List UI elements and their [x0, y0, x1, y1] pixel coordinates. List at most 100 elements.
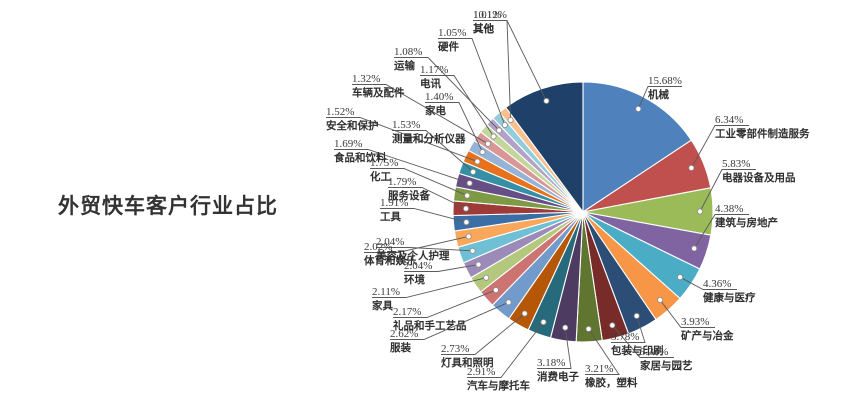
slice-percent-label: 2.02%	[364, 241, 392, 253]
slice-marker-dot	[492, 287, 499, 294]
slice-marker-dot	[691, 245, 698, 252]
slice-category-label: 其他	[473, 22, 494, 35]
pie-slice[interactable]	[505, 81, 584, 214]
leader-line	[441, 313, 525, 355]
leader-line	[473, 20, 512, 121]
slice-percent-label: 10.12%	[473, 9, 507, 21]
slice-percent-label: 2.11%	[372, 286, 400, 298]
slice-category-label: 工业零部件制造服务	[715, 127, 810, 140]
slice-marker-dot	[507, 117, 514, 124]
leader-line	[637, 86, 682, 110]
slice-marker-dot	[688, 164, 695, 171]
slice-labels-group: 15.68%机械 6.34%工业零部件制造服务 5.83%电器设备及用品 4.38%建…	[326, 9, 810, 392]
leader-line	[473, 20, 547, 102]
slice-category-label: 健康与医疗	[703, 291, 756, 304]
leader-line	[364, 235, 469, 253]
slice-percent-label: 6.34%	[715, 114, 743, 126]
slice-percent-label: 2.04%	[404, 260, 432, 272]
pie-slice[interactable]	[582, 81, 693, 214]
slice-percent-label: 15.68%	[648, 75, 682, 87]
slice-category-label: 测量和分析仪器	[392, 132, 466, 145]
slice-marker-dot	[475, 261, 482, 268]
leader-line	[393, 289, 497, 318]
slice-percent-label: 1.08%	[394, 46, 422, 58]
leader-line	[420, 75, 494, 137]
leader-line	[537, 327, 572, 369]
slice-marker-dot	[540, 319, 547, 326]
slice-percent-label: 5.83%	[722, 158, 750, 170]
pie-slices-group	[452, 81, 714, 343]
slice-percent-label: 2.17%	[393, 306, 421, 318]
slice-percent-label: 1.01%	[473, 9, 501, 21]
slice-marker-dot	[462, 205, 469, 212]
slice-category-label: 汽车与摩托车	[467, 379, 530, 392]
slice-category-label: 电讯	[420, 77, 441, 90]
slice-percent-label: 1.05%	[438, 27, 466, 39]
slice-percent-label: 1.40%	[425, 91, 453, 103]
slice-percent-label: 4.36%	[703, 278, 731, 290]
slice-category-label: 橡胶，塑料	[585, 376, 638, 389]
slice-category-label: 环境	[404, 273, 425, 286]
slice-marker-dot	[633, 312, 640, 319]
slice-percent-label: 2.04%	[376, 236, 404, 248]
slice-category-label: 服务设备	[388, 189, 430, 202]
slice-marker-dot	[585, 325, 592, 332]
slice-category-label: 机械	[648, 88, 669, 101]
leader-line	[425, 102, 483, 153]
slice-category-label: 服装	[390, 341, 411, 354]
leader-line	[370, 168, 468, 197]
leader-line	[326, 117, 478, 163]
slice-marker-dot	[479, 149, 486, 156]
leader-line	[659, 299, 715, 328]
slice-marker-dot	[521, 310, 528, 317]
slice-category-label: 体育和娱乐	[364, 254, 417, 267]
slice-category-label: 硬件	[438, 40, 459, 53]
slice-marker-dot	[470, 168, 477, 175]
slice-category-label: 包装与印刷	[611, 344, 664, 357]
slice-category-label: 家具	[372, 299, 393, 312]
slice-marker-dot	[501, 122, 508, 129]
leader-line	[334, 149, 470, 184]
leader-line	[699, 169, 756, 212]
slice-percent-label: 1.79%	[388, 176, 416, 188]
slice-marker-dot	[484, 140, 491, 147]
slice-marker-dot	[543, 97, 550, 104]
leader-line	[585, 328, 620, 375]
slice-marker-dot	[677, 274, 684, 281]
slice-percent-label: 2.62%	[390, 328, 418, 340]
leader-line	[352, 84, 489, 145]
slice-marker-dot	[490, 133, 497, 140]
slice-category-label: 消费电子	[537, 370, 579, 383]
slice-marker-dot	[469, 247, 476, 254]
leader-line	[467, 321, 544, 378]
slice-category-label: 车辆及配件	[352, 86, 405, 99]
leader-line	[388, 187, 467, 210]
slice-percent-label: 1.53%	[392, 119, 420, 131]
leader-line	[691, 125, 749, 169]
leader-line	[611, 315, 646, 343]
slice-category-label: 美容及个人护理	[376, 249, 450, 262]
slice-percent-label: 1.32%	[352, 73, 380, 85]
slice-percent-label: 1.17%	[420, 64, 448, 76]
slice-marker-dot	[505, 299, 512, 306]
slice-category-label: 家居与园艺	[640, 359, 693, 372]
slice-percent-label: 3.78%	[611, 331, 639, 343]
slice-marker-dot	[657, 296, 664, 303]
slice-marker-dot	[474, 158, 481, 165]
leader-line	[394, 57, 500, 131]
slice-category-label: 灯具和照明	[441, 356, 494, 369]
slice-percent-label: 1.91%	[380, 197, 408, 209]
slice-percent-label: 4.38%	[715, 203, 743, 215]
slice-marker-dot	[466, 180, 473, 187]
slice-category-label: 家电	[425, 104, 446, 117]
slice-marker-dot	[483, 274, 490, 281]
leader-line	[404, 264, 479, 272]
leader-line	[693, 214, 749, 249]
slice-category-label: 工具	[380, 211, 401, 223]
slice-category-label: 运输	[394, 59, 415, 72]
leader-line	[380, 208, 467, 223]
leader-line	[679, 276, 737, 290]
slice-percent-label: 1.75%	[370, 157, 398, 169]
slice-marker-dot	[496, 127, 503, 134]
